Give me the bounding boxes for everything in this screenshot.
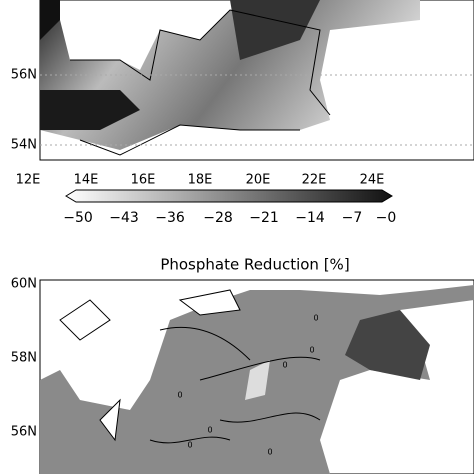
lat-label: 58N [11,351,37,366]
lon-label: 14E [74,173,99,188]
lat-label: 56N [11,68,37,83]
colorbar-label: −50 [63,210,93,226]
contour-label: 0 [282,361,287,370]
top-map [39,0,474,161]
lon-label: 18E [188,173,213,188]
colorbar-label: −28 [203,210,233,226]
contour-label: 0 [177,391,182,400]
colorbar-label: −36 [155,210,185,226]
lat-label: 56N [11,425,37,440]
contour-label: 0 [309,346,314,355]
contour-label: 0 [313,314,318,323]
colorbar-label: −0 [376,210,397,226]
colorbar [65,189,393,203]
colorbar-label: −21 [249,210,279,226]
lon-label: 22E [302,173,327,188]
lon-label: 12E [16,173,41,188]
lon-label: 24E [360,173,385,188]
lon-label: 16E [131,173,156,188]
colorbar-label: −14 [295,210,325,226]
panel-title: Phosphate Reduction [%] [160,256,349,274]
lon-label: 20E [246,173,271,188]
bottom-map [39,279,474,474]
lat-label: 54N [11,138,37,153]
contour-label: 0 [267,448,272,457]
lat-label: 60N [11,277,37,292]
colorbar-label: −43 [109,210,139,226]
contour-label: 0 [207,426,212,435]
colorbar-label: −7 [342,210,363,226]
contour-label: 0 [187,441,192,450]
